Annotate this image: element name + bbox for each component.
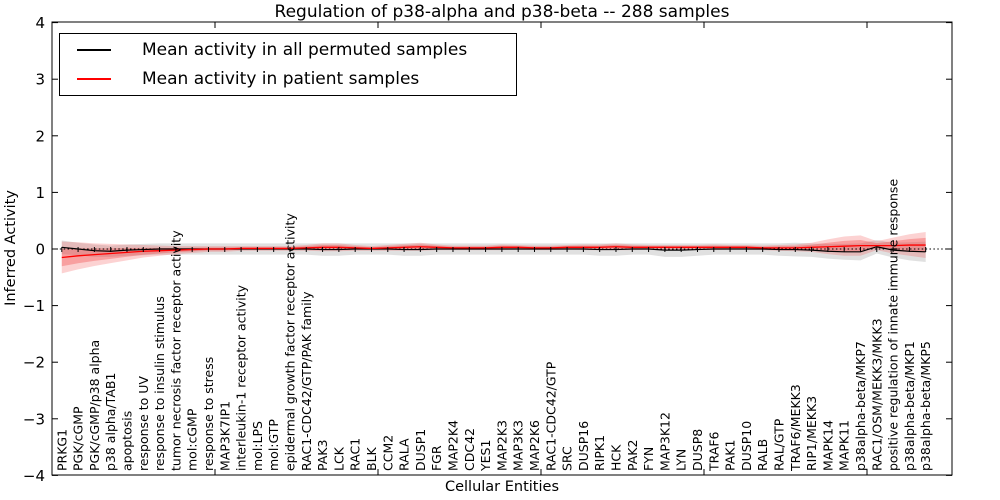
svg-text:MAPK11: MAPK11 xyxy=(837,420,852,471)
svg-text:HCK: HCK xyxy=(608,444,623,471)
svg-text:CDC42: CDC42 xyxy=(462,428,477,471)
svg-text:−2: −2 xyxy=(23,354,45,372)
svg-text:PRKG1: PRKG1 xyxy=(54,429,69,471)
svg-text:MAP3K12: MAP3K12 xyxy=(657,412,672,471)
svg-text:−1: −1 xyxy=(23,297,45,315)
svg-text:3: 3 xyxy=(35,71,45,89)
chart-legend: Mean activity in all permuted samples Me… xyxy=(59,33,517,96)
svg-text:SRC: SRC xyxy=(560,446,575,471)
svg-text:LCK: LCK xyxy=(331,446,346,471)
svg-text:p38alpha-beta/MKP1: p38alpha-beta/MKP1 xyxy=(902,341,917,471)
x-axis-title: Cellular Entities xyxy=(444,479,560,495)
svg-text:YES1: YES1 xyxy=(478,440,493,472)
svg-text:DUSP16: DUSP16 xyxy=(576,421,591,471)
svg-text:response to insulin stimulus: response to insulin stimulus xyxy=(152,296,167,471)
chart-title: Regulation of p38-alpha and p38-beta -- … xyxy=(274,2,730,22)
svg-text:PAK2: PAK2 xyxy=(625,440,640,471)
svg-text:p38alpha-beta/MKP5: p38alpha-beta/MKP5 xyxy=(918,341,933,471)
svg-text:MAP2K4: MAP2K4 xyxy=(445,420,460,471)
svg-text:TRAF6/MEKK3: TRAF6/MEKK3 xyxy=(788,384,803,472)
legend-item-patient: Mean activity in patient samples xyxy=(60,66,516,92)
svg-text:RIPK1: RIPK1 xyxy=(592,435,607,471)
svg-text:PGK/cGMP: PGK/cGMP xyxy=(71,406,86,471)
svg-text:MAP3K7IP1: MAP3K7IP1 xyxy=(217,401,232,471)
x-axis-major-ticks xyxy=(214,22,868,475)
svg-text:interleukin-1 receptor activit: interleukin-1 receptor activity xyxy=(234,284,249,471)
svg-text:positive regulation of innate: positive regulation of innate immune res… xyxy=(886,179,901,471)
svg-text:−3: −3 xyxy=(23,410,45,428)
svg-text:MAP2K6: MAP2K6 xyxy=(527,420,542,471)
svg-text:1: 1 xyxy=(35,184,45,202)
svg-text:MAPK14: MAPK14 xyxy=(820,420,835,471)
svg-text:4: 4 xyxy=(35,14,45,32)
svg-text:TRAF6: TRAF6 xyxy=(706,431,721,472)
category-zero-ticks xyxy=(61,247,927,252)
svg-text:RAC1: RAC1 xyxy=(348,438,363,471)
svg-text:RAC1/OSM/MEKK3/MKK3: RAC1/OSM/MEKK3/MKK3 xyxy=(869,318,884,471)
svg-text:DUSP8: DUSP8 xyxy=(690,429,705,471)
svg-text:FYN: FYN xyxy=(641,447,656,471)
svg-text:PGK/cGMP/p38 alpha: PGK/cGMP/p38 alpha xyxy=(87,340,102,471)
x-tick-labels: PRKG1 PGK/cGMP PGK/cGMP/p38 alpha p38 alpha… xyxy=(54,179,933,472)
y-axis-ticks: 4 3 2 1 0 −1 −2 −3 −4 xyxy=(23,14,952,485)
legend-line-red-icon xyxy=(77,78,111,80)
legend-line-black-icon xyxy=(77,49,111,51)
svg-text:mol:GTP: mol:GTP xyxy=(266,419,281,471)
svg-text:−4: −4 xyxy=(23,467,45,485)
svg-text:apoptosis: apoptosis xyxy=(119,411,134,471)
y-axis-title: Inferred Activity xyxy=(3,190,19,306)
svg-text:0: 0 xyxy=(35,241,45,259)
svg-text:response to UV: response to UV xyxy=(136,376,151,471)
svg-text:MAP3K3: MAP3K3 xyxy=(511,420,526,471)
svg-text:tumor necrosis factor receptor: tumor necrosis factor receptor activity xyxy=(168,230,183,471)
svg-text:response to stress: response to stress xyxy=(201,357,216,471)
svg-text:PAK3: PAK3 xyxy=(315,440,330,471)
svg-text:p38alpha-beta/MKP7: p38alpha-beta/MKP7 xyxy=(853,341,868,471)
permuted-confidence-band xyxy=(61,239,926,263)
svg-text:RAC1-CDC42/GTP: RAC1-CDC42/GTP xyxy=(543,361,558,471)
svg-text:RAL/GTP: RAL/GTP xyxy=(771,418,786,471)
svg-text:DUSP10: DUSP10 xyxy=(739,421,754,471)
svg-text:2: 2 xyxy=(35,127,45,145)
legend-label-permuted: Mean activity in all permuted samples xyxy=(142,40,468,60)
svg-text:RIP1/MEKK3: RIP1/MEKK3 xyxy=(804,396,819,471)
svg-text:RALB: RALB xyxy=(755,439,770,471)
svg-text:RALA: RALA xyxy=(397,438,412,471)
svg-text:MAP2K3: MAP2K3 xyxy=(494,420,509,471)
svg-text:mol:LPS: mol:LPS xyxy=(250,421,265,471)
svg-text:mol:cGMP: mol:cGMP xyxy=(185,408,200,471)
legend-item-permuted: Mean activity in all permuted samples xyxy=(60,37,516,63)
svg-text:p38 alpha/TAB1: p38 alpha/TAB1 xyxy=(103,373,118,471)
svg-text:LYN: LYN xyxy=(674,449,689,471)
legend-label-patient: Mean activity in patient samples xyxy=(142,69,420,89)
svg-text:epidermal growth factor recept: epidermal growth factor receptor activit… xyxy=(282,213,297,471)
svg-text:CCM2: CCM2 xyxy=(380,435,395,471)
svg-text:FGR: FGR xyxy=(429,445,444,471)
svg-text:DUSP1: DUSP1 xyxy=(413,429,428,471)
svg-text:PAK1: PAK1 xyxy=(723,440,738,471)
patient-mean-line xyxy=(61,244,926,259)
svg-text:BLK: BLK xyxy=(364,446,379,471)
svg-text:RAC1-CDC42/GTP/PAK family: RAC1-CDC42/GTP/PAK family xyxy=(299,291,314,471)
